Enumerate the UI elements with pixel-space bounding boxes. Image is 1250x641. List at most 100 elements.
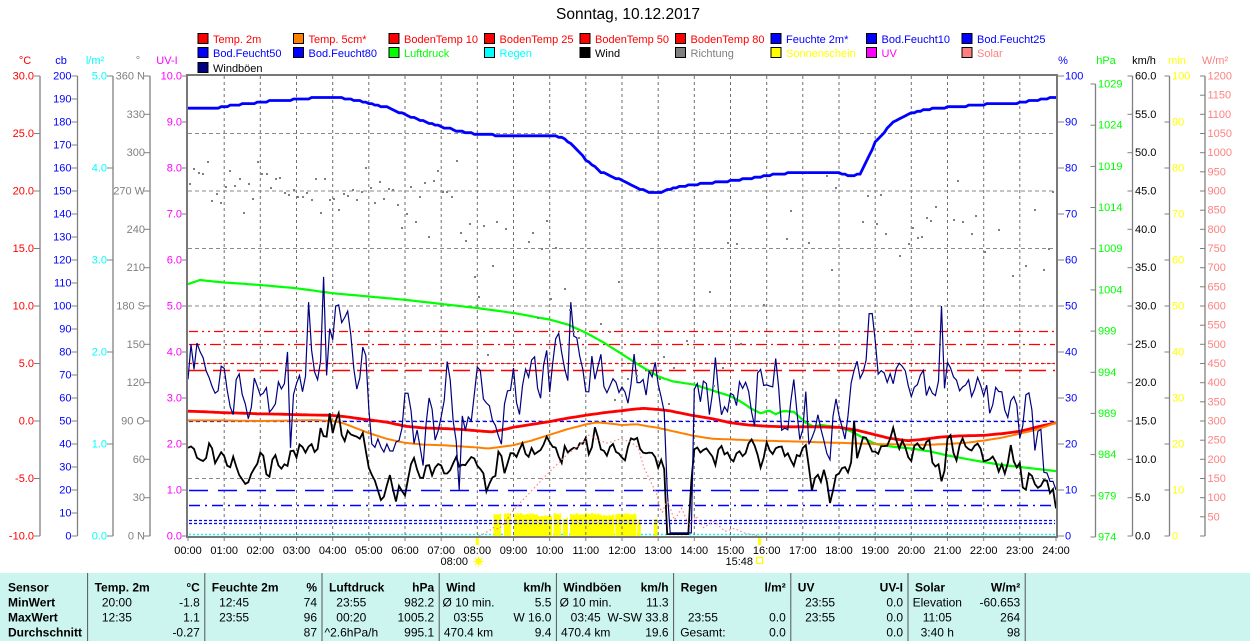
svg-text:800: 800 bbox=[1208, 224, 1226, 236]
svg-text:Solar: Solar bbox=[915, 581, 945, 595]
svg-text:250: 250 bbox=[1208, 435, 1226, 447]
svg-text:20.0: 20.0 bbox=[1135, 377, 1156, 389]
svg-text:UV-I: UV-I bbox=[156, 55, 177, 67]
svg-text:4.0: 4.0 bbox=[167, 347, 182, 359]
svg-text:0.0: 0.0 bbox=[92, 531, 107, 543]
svg-text:23:55: 23:55 bbox=[805, 611, 835, 625]
svg-text:km/h: km/h bbox=[641, 581, 669, 595]
svg-text:50: 50 bbox=[1065, 301, 1077, 313]
svg-text:1029: 1029 bbox=[1098, 79, 1122, 91]
svg-text:60: 60 bbox=[59, 393, 71, 405]
svg-text:120: 120 bbox=[53, 255, 71, 267]
svg-text:140: 140 bbox=[53, 209, 71, 221]
svg-text:05:00: 05:00 bbox=[355, 545, 383, 557]
svg-text:1009: 1009 bbox=[1098, 243, 1122, 255]
svg-text:8.0: 8.0 bbox=[167, 163, 182, 175]
svg-text:9.4: 9.4 bbox=[535, 626, 552, 640]
svg-text:Wind: Wind bbox=[446, 581, 475, 595]
svg-text:30: 30 bbox=[1065, 393, 1077, 405]
svg-text:5.0: 5.0 bbox=[167, 301, 182, 313]
svg-text:500: 500 bbox=[1208, 339, 1226, 351]
svg-text:W/m²: W/m² bbox=[991, 581, 1020, 595]
svg-text:989: 989 bbox=[1098, 408, 1116, 420]
svg-text:0.0: 0.0 bbox=[886, 611, 903, 625]
svg-text:11.3: 11.3 bbox=[646, 596, 669, 610]
svg-text:15:00: 15:00 bbox=[717, 545, 745, 557]
svg-text:3.0: 3.0 bbox=[167, 393, 182, 405]
svg-text:UV: UV bbox=[882, 48, 898, 60]
svg-text:04:00: 04:00 bbox=[319, 545, 347, 557]
svg-text:l/m²: l/m² bbox=[86, 55, 105, 67]
svg-text:W 16.0: W 16.0 bbox=[513, 611, 551, 625]
svg-text:0.0: 0.0 bbox=[886, 596, 903, 610]
svg-text:600: 600 bbox=[1208, 301, 1226, 313]
svg-text:750: 750 bbox=[1208, 243, 1226, 255]
svg-text:180: 180 bbox=[53, 117, 71, 129]
svg-text:30.0: 30.0 bbox=[1135, 301, 1156, 313]
svg-text:06:00: 06:00 bbox=[391, 545, 419, 557]
svg-text:10: 10 bbox=[1065, 485, 1077, 497]
svg-text:650: 650 bbox=[1208, 281, 1226, 293]
svg-text:100: 100 bbox=[1065, 71, 1083, 83]
svg-text:Bod.Feucht80: Bod.Feucht80 bbox=[309, 48, 378, 60]
svg-text:5.0: 5.0 bbox=[92, 71, 107, 83]
svg-text:25.0: 25.0 bbox=[13, 128, 34, 140]
svg-text:-60.653: -60.653 bbox=[979, 596, 1020, 610]
svg-text:Temp. 2m: Temp. 2m bbox=[213, 34, 261, 46]
svg-text:150: 150 bbox=[53, 186, 71, 198]
svg-text:1019: 1019 bbox=[1098, 161, 1122, 173]
svg-text:300: 300 bbox=[1208, 416, 1226, 428]
svg-text:Luftdruck: Luftdruck bbox=[329, 581, 385, 595]
svg-text:Temp. 5cm*: Temp. 5cm* bbox=[309, 34, 368, 46]
svg-text:240: 240 bbox=[127, 224, 145, 236]
svg-text:0.0: 0.0 bbox=[1135, 531, 1150, 543]
svg-text:5.0: 5.0 bbox=[1135, 492, 1150, 504]
svg-text:Windböen: Windböen bbox=[563, 581, 621, 595]
svg-text:03:55: 03:55 bbox=[453, 611, 483, 625]
svg-text:10.0: 10.0 bbox=[1135, 454, 1156, 466]
svg-text:1.0: 1.0 bbox=[92, 439, 107, 451]
svg-text:BodenTemp 50: BodenTemp 50 bbox=[595, 34, 669, 46]
svg-text:11:05: 11:05 bbox=[923, 611, 952, 625]
svg-text:80: 80 bbox=[1065, 163, 1077, 175]
svg-text:40: 40 bbox=[59, 439, 71, 451]
svg-text:350: 350 bbox=[1208, 396, 1226, 408]
svg-text:264: 264 bbox=[1000, 611, 1020, 625]
svg-text:210: 210 bbox=[127, 262, 145, 274]
svg-text:1150: 1150 bbox=[1208, 90, 1232, 102]
svg-text:%: % bbox=[306, 581, 317, 595]
svg-text:60: 60 bbox=[1065, 255, 1077, 267]
svg-text:0: 0 bbox=[1172, 531, 1178, 543]
svg-text:MaxWert: MaxWert bbox=[8, 611, 58, 625]
svg-text:02:00: 02:00 bbox=[247, 545, 275, 557]
svg-text:°C: °C bbox=[19, 55, 31, 67]
svg-text:45.0: 45.0 bbox=[1135, 186, 1156, 198]
svg-text:6.0: 6.0 bbox=[167, 255, 182, 267]
svg-text:25.0: 25.0 bbox=[1135, 339, 1156, 351]
svg-text:Wind: Wind bbox=[595, 48, 620, 60]
svg-text:70: 70 bbox=[1065, 209, 1077, 221]
svg-text:5.5: 5.5 bbox=[535, 596, 552, 610]
svg-text:400: 400 bbox=[1208, 377, 1226, 389]
svg-text:Sonnenschein: Sonnenschein bbox=[786, 48, 856, 60]
svg-text:23:55: 23:55 bbox=[688, 611, 718, 625]
svg-text:Elevation: Elevation bbox=[913, 596, 962, 610]
svg-text:0.0: 0.0 bbox=[19, 416, 34, 428]
svg-text:1005.2: 1005.2 bbox=[397, 611, 434, 625]
svg-text:3:40 h: 3:40 h bbox=[921, 626, 954, 640]
svg-text:470.4 km: 470.4 km bbox=[561, 626, 610, 640]
svg-text:UV-I: UV-I bbox=[880, 581, 903, 595]
svg-text:23:55: 23:55 bbox=[336, 596, 366, 610]
svg-text:700: 700 bbox=[1208, 262, 1226, 274]
svg-text:20.0: 20.0 bbox=[13, 186, 34, 198]
svg-text:-5.0: -5.0 bbox=[15, 473, 34, 485]
svg-text:1200: 1200 bbox=[1208, 71, 1232, 83]
svg-text:550: 550 bbox=[1208, 320, 1226, 332]
svg-text:^2.6hPa/h: ^2.6hPa/h bbox=[324, 626, 378, 640]
svg-text:17:00: 17:00 bbox=[789, 545, 817, 557]
svg-text:50: 50 bbox=[1172, 301, 1184, 313]
svg-text:98: 98 bbox=[1007, 626, 1021, 640]
svg-text:984: 984 bbox=[1098, 449, 1116, 461]
svg-text:150: 150 bbox=[1208, 473, 1226, 485]
svg-text:270 W: 270 W bbox=[113, 186, 145, 198]
